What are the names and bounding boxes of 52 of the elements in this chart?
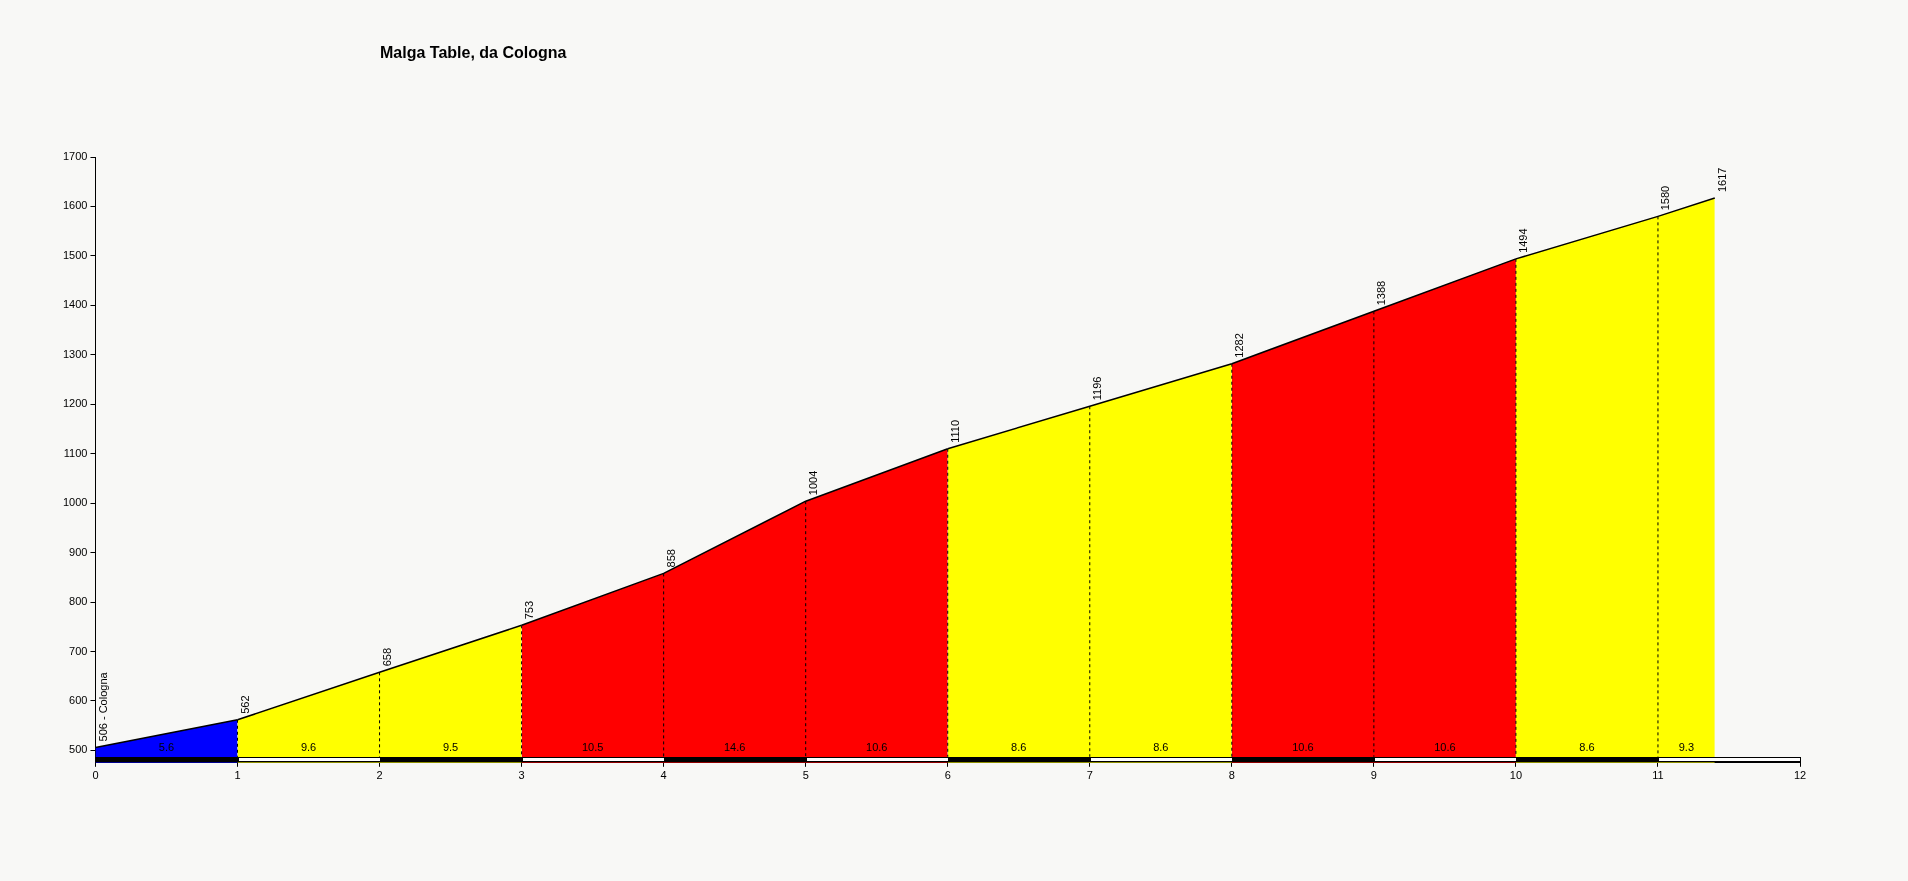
- data-label: 1282: [1232, 333, 1245, 358]
- annotation: 8.6: [1011, 740, 1027, 753]
- annotation: 10.5: [581, 740, 604, 753]
- data-label: 506 - Cologna: [96, 671, 109, 742]
- y-tick-label: 1400: [62, 298, 88, 311]
- y-tick-label: 1500: [62, 248, 88, 261]
- annotation: 10.6: [1434, 740, 1456, 753]
- x-tick-label: 6: [944, 769, 951, 782]
- x-tick-label: 7: [1086, 769, 1093, 782]
- data-label: 1580: [1658, 185, 1671, 211]
- annotation: 9.3: [1678, 740, 1695, 753]
- x-tick-label: 12: [1793, 769, 1807, 782]
- y-tick-label: 500: [69, 743, 88, 756]
- data-label: 1110: [948, 419, 961, 443]
- y-tick-label: 600: [69, 694, 88, 707]
- y-tick-label: 800: [69, 595, 88, 608]
- x-tick-label: 0: [92, 769, 99, 782]
- x-tick-label: 8: [1228, 769, 1235, 782]
- annotation: 10.6: [1292, 740, 1314, 753]
- annotation: 8.6: [1153, 740, 1169, 753]
- x-tick-label: 3: [518, 769, 525, 782]
- annotation: 5.6: [158, 740, 175, 753]
- y-tick-label: 1000: [62, 496, 88, 509]
- data-label: 1388: [1374, 280, 1387, 306]
- x-tick-label: 5: [802, 769, 809, 782]
- data-label: 1617: [1715, 167, 1728, 193]
- data-label: 562: [238, 695, 251, 714]
- data-label: 1196: [1090, 376, 1103, 401]
- annotation: 14.6: [723, 740, 746, 753]
- x-tick-label: 9: [1370, 769, 1377, 782]
- x-tick-label: 11: [1652, 769, 1664, 782]
- y-tick-label: 900: [69, 545, 88, 558]
- data-label: 858: [664, 549, 677, 568]
- x-tick-label: 4: [660, 769, 667, 782]
- x-tick-label: 10: [1509, 769, 1523, 782]
- annotation: 9.5: [442, 740, 459, 753]
- data-label: 753: [522, 600, 535, 620]
- annotation: 9.6: [300, 740, 317, 753]
- y-tick-label: 1600: [62, 199, 88, 212]
- y-tick-label: 1300: [62, 347, 88, 360]
- annotation: 8.6: [1579, 740, 1595, 753]
- y-tick-label: 1700: [62, 150, 88, 163]
- chart-title: Malga Table, da Cologna: [380, 44, 567, 62]
- x-tick-label: 1: [234, 769, 241, 782]
- data-label: 1004: [806, 470, 819, 496]
- data-label: 1494: [1516, 228, 1529, 253]
- y-tick-label: 1100: [63, 446, 88, 459]
- x-tick-label: 2: [376, 769, 383, 782]
- y-tick-label: 700: [69, 644, 88, 657]
- data-label: 658: [380, 647, 393, 667]
- y-tick-label: 1200: [62, 397, 88, 410]
- annotation: 10.6: [866, 740, 888, 753]
